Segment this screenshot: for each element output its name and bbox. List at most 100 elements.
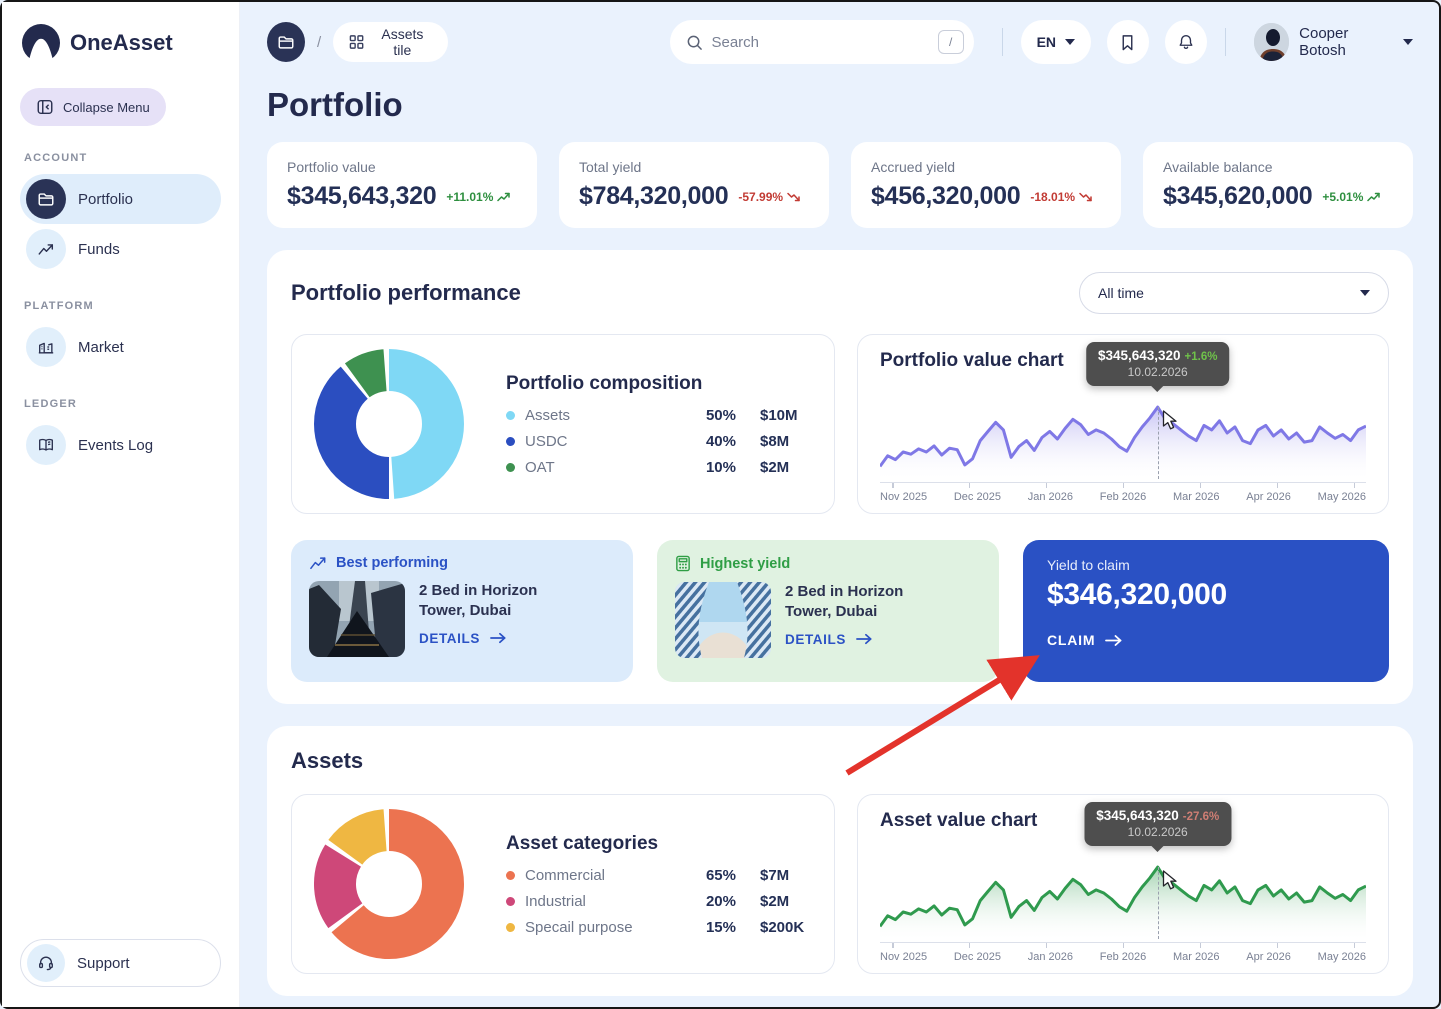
arrow-right-icon <box>1105 634 1122 646</box>
portfolio-value-chart: $345,643,320 +1.6% 10.02.2026 <box>880 342 1366 482</box>
nav-section-ledger: LEDGER <box>24 398 78 410</box>
legend-dot <box>506 410 515 420</box>
claim-value: $346,320,000 <box>1047 578 1227 611</box>
support-button[interactable]: Support <box>20 939 221 987</box>
calculator-icon <box>676 555 690 572</box>
search-shortcut-hint: / <box>937 30 964 54</box>
legend-item: Assets 50% $10M <box>506 407 812 424</box>
time-range-value: All time <box>1098 285 1144 301</box>
mouse-cursor-icon <box>1162 410 1177 430</box>
badge-label: Best performing <box>336 555 448 571</box>
chart-x-labels: Nov 2025 Dec 2025 Jan 2026 Feb 2026 Mar 20… <box>880 951 1366 963</box>
best-performing-card: Best performing <box>291 540 633 682</box>
asset-value-chart: $345,643,320 -27.6% 10.02.2026 <box>880 802 1366 942</box>
legend-dot <box>506 462 515 472</box>
stat-card-available-balance: Available balance $345,620,000 +5.01% <box>1143 142 1413 228</box>
chart-crosshair <box>1157 867 1159 939</box>
support-label: Support <box>77 954 130 972</box>
sidebar-item-label: Events Log <box>78 436 154 454</box>
collapse-menu-label: Collapse Menu <box>63 99 150 115</box>
highest-yield-details-link[interactable]: DETAILS <box>785 632 873 647</box>
time-range-select[interactable]: All time <box>1079 272 1389 314</box>
trend-arrow-icon <box>1079 192 1092 201</box>
chart-x-axis <box>880 942 1366 948</box>
chart-x-labels: Nov 2025 Dec 2025 Jan 2026 Feb 2026 Mar 20… <box>880 491 1366 503</box>
donut-title: Portfolio composition <box>506 372 703 394</box>
user-menu[interactable]: Cooper Botosh <box>1253 23 1414 61</box>
highest-yield-card: Highest yield <box>657 540 999 682</box>
stat-change: +11.01% <box>446 190 511 204</box>
stat-card-portfolio-value: Portfolio value $345,643,320 +11.01% <box>267 142 537 228</box>
section-title: Assets <box>291 748 364 773</box>
language-selector[interactable]: EN <box>1020 20 1092 64</box>
best-performing-details-link[interactable]: DETAILS <box>419 631 507 646</box>
bookmark-icon <box>1122 34 1133 50</box>
chart-line-icon <box>26 229 66 269</box>
sidebar-item-market[interactable]: Market <box>20 322 221 372</box>
nav-section-account: ACCOUNT <box>24 152 88 164</box>
legend-item: Commercial 65% $7M <box>506 867 812 884</box>
legend-dot <box>506 870 515 880</box>
section-title: Portfolio performance <box>291 280 521 305</box>
legend-item: Specail purpose 15% $200K <box>506 919 812 936</box>
asset-categories-card: Asset categories Commercial 65% $7M Indu… <box>291 794 835 974</box>
stat-card-total-yield: Total yield $784,320,000 -57.99% <box>559 142 829 228</box>
stat-label: Portfolio value <box>287 159 376 175</box>
stat-label: Available balance <box>1163 159 1273 175</box>
assets-section: Assets Asset categories Commercial 65% $… <box>267 726 1413 996</box>
chevron-down-icon <box>1360 290 1370 296</box>
search-bar[interactable]: / <box>670 20 974 64</box>
bookmark-button[interactable] <box>1107 20 1149 64</box>
mouse-cursor-icon <box>1162 870 1177 890</box>
language-label: EN <box>1036 34 1057 50</box>
stat-value: $784,320,000 <box>579 182 729 210</box>
chart-tooltip: $345,643,320 +1.6% 10.02.2026 <box>1085 342 1230 386</box>
breadcrumb-separator: / <box>316 33 322 51</box>
notifications-button[interactable] <box>1164 20 1207 64</box>
collapse-panel-icon <box>37 99 53 115</box>
search-input[interactable] <box>711 33 930 51</box>
bell-icon <box>1179 35 1193 50</box>
sidebar-item-events-log[interactable]: Events Log <box>20 420 221 470</box>
property-title: 2 Bed in Horizon Tower, Dubai <box>419 582 538 620</box>
sidebar-item-label: Market <box>78 338 124 356</box>
chart-x-axis <box>880 482 1366 488</box>
donut-legend: Assets 50% $10M USDC 40% $8M OAT 10% <box>506 407 812 476</box>
sidebar-item-funds[interactable]: Funds <box>20 224 221 274</box>
chart-title: Portfolio value chart <box>880 350 1064 371</box>
chevron-down-icon <box>1403 39 1414 45</box>
sidebar-item-label: Funds <box>78 240 120 258</box>
chart-tooltip: $345,643,320 -27.6% 10.02.2026 <box>1084 802 1232 846</box>
sidebar-item-portfolio[interactable]: Portfolio <box>20 174 221 224</box>
arrow-right-icon <box>490 632 506 644</box>
arrow-right-icon <box>856 633 872 645</box>
folder-icon <box>26 179 66 219</box>
legend-item: OAT 10% $2M <box>506 459 812 476</box>
breadcrumb-assets-tile[interactable]: Assets tile <box>333 22 449 62</box>
sidebar: OneAsset Collapse Menu ACCOUNT Portfolio… <box>2 2 240 1007</box>
topbar-divider <box>1224 28 1226 56</box>
collapse-menu-button[interactable]: Collapse Menu <box>20 88 166 126</box>
chart-line-icon <box>310 557 326 570</box>
breadcrumb-label: Assets tile <box>381 26 424 58</box>
chart-crosshair <box>1157 407 1159 479</box>
topbar: / Assets tile / EN <box>267 2 1414 82</box>
nav-section-platform: PLATFORM <box>24 300 94 312</box>
legend-item: USDC 40% $8M <box>506 433 812 450</box>
brand-logo: OneAsset <box>20 24 221 62</box>
property-photo <box>675 582 771 658</box>
portfolio-performance-section: Portfolio performance All time Portfolio… <box>267 250 1413 704</box>
claim-button[interactable]: CLAIM <box>1047 632 1123 648</box>
yield-to-claim-card[interactable]: Yield to claim $346,320,000 CLAIM <box>1023 540 1389 682</box>
stat-change: -57.99% <box>738 190 801 204</box>
stat-label: Accrued yield <box>871 159 956 175</box>
donut-title: Asset categories <box>506 832 659 854</box>
stat-value: $345,643,320 <box>287 182 437 210</box>
book-icon <box>26 425 66 465</box>
property-photo <box>309 581 405 657</box>
chart-title: Asset value chart <box>880 810 1038 831</box>
asset-value-chart-card: Asset value chart $345,643,320 -27.6% 10.… <box>857 794 1389 974</box>
stat-card-accrued-yield: Accrued yield $456,320,000 -18.01% <box>851 142 1121 228</box>
stat-value: $456,320,000 <box>871 182 1021 210</box>
breadcrumb-home-button[interactable] <box>267 22 305 62</box>
